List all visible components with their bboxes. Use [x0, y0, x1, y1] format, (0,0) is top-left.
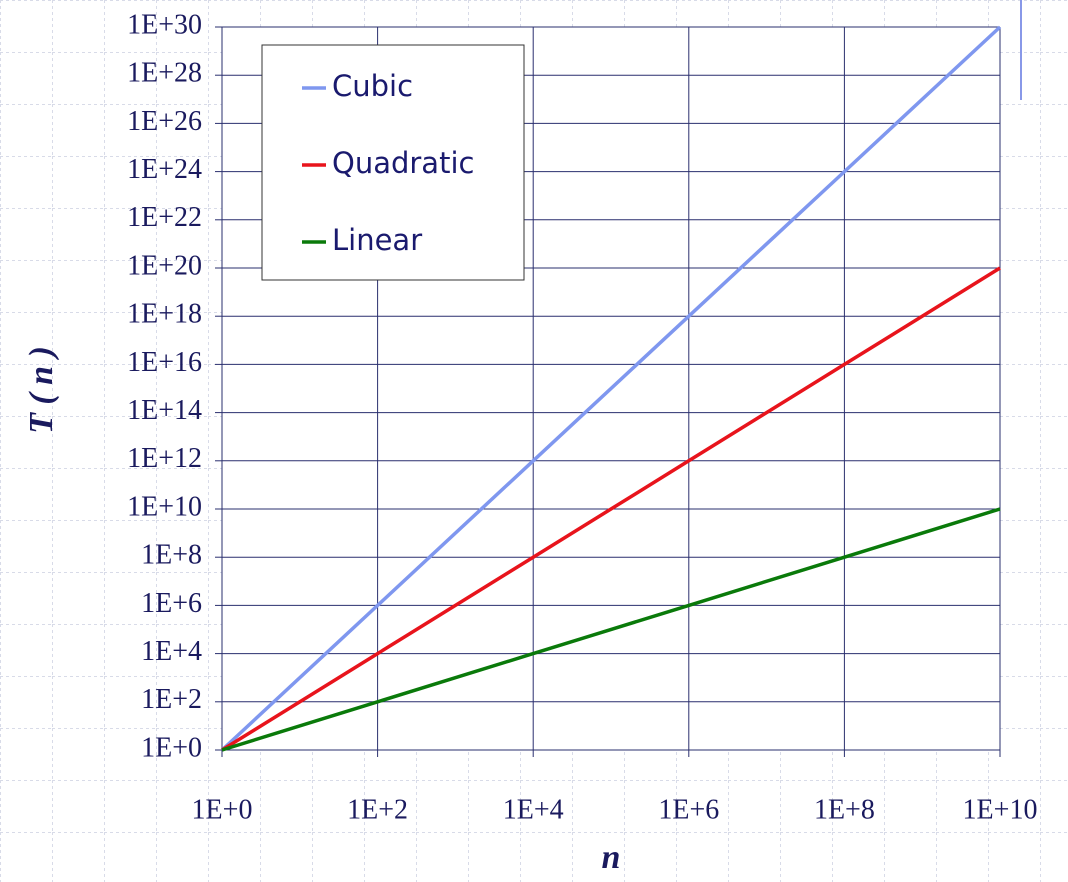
y-axis-label: T ( n ): [23, 346, 60, 434]
y-tick-label: 1E+20: [127, 250, 202, 281]
y-tick-label: 1E+6: [141, 588, 202, 619]
x-tick-label: 1E+0: [192, 794, 253, 825]
y-tick-label: 1E+28: [127, 58, 202, 89]
legend: Cubic Quadratic Linear: [261, 44, 525, 281]
legend-label: Linear: [332, 223, 422, 257]
series-line: [220, 25, 1002, 752]
y-tick-label: 1E+18: [127, 299, 202, 330]
y-tick-label: 1E+26: [127, 106, 202, 137]
y-tick-label: 1E+10: [127, 491, 202, 522]
y-tick-label: 1E+24: [127, 154, 202, 185]
legend-label: Cubic: [332, 69, 413, 103]
y-tick-label: 1E+12: [127, 443, 202, 474]
series-line: [221, 266, 1001, 752]
lines: [220, 25, 1002, 752]
y-tick-label: 1E+4: [141, 636, 202, 667]
x-tick-label: 1E+8: [814, 794, 875, 825]
legend-label: Quadratic: [332, 146, 474, 180]
x-tick-label: 1E+6: [658, 794, 719, 825]
y-tick-label: 1E+8: [141, 540, 202, 571]
x-tick-label: 1E+4: [503, 794, 564, 825]
series-line: [221, 507, 1001, 752]
x-axis-label: n: [602, 839, 621, 876]
y-tick-label: 1E+2: [141, 684, 202, 715]
y-tick-label: 1E+16: [127, 347, 202, 378]
y-tick-label: 1E+0: [141, 732, 202, 763]
y-tick-label: 1E+30: [127, 9, 202, 40]
y-tick-label: 1E+14: [127, 395, 202, 426]
y-tick-label: 1E+22: [127, 202, 202, 233]
x-tick-label: 1E+2: [347, 794, 408, 825]
x-tick-label: 1E+10: [963, 794, 1038, 825]
